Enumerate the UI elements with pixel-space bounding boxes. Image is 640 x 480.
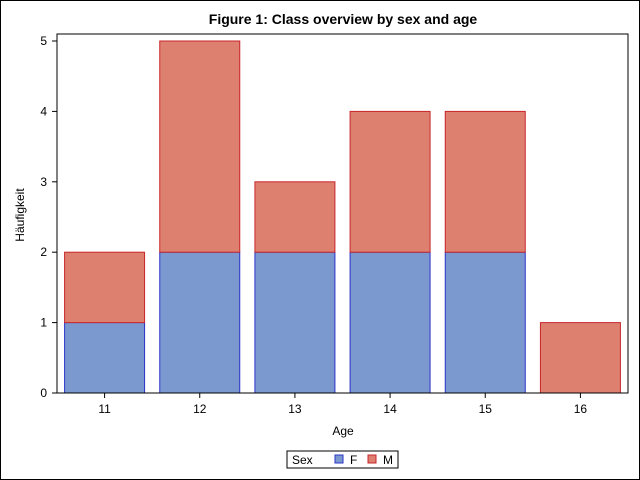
y-axis-label: Häufigkeit xyxy=(13,188,27,242)
y-tick-label: 5 xyxy=(40,34,47,48)
bar-m-12 xyxy=(159,40,241,253)
bar-m-16 xyxy=(539,322,621,394)
x-tick-label: 16 xyxy=(574,402,588,416)
bar-m-13 xyxy=(254,181,336,253)
bar-f-15 xyxy=(444,251,526,394)
legend: Sex F M xyxy=(286,450,399,469)
x-tick-label: 13 xyxy=(288,402,302,416)
x-tick-label: 12 xyxy=(193,402,207,416)
y-tick-label: 2 xyxy=(40,245,47,259)
legend-swatch-f xyxy=(334,454,344,464)
legend-label-m: M xyxy=(383,453,393,467)
bar-f-14 xyxy=(349,251,431,394)
legend-title: Sex xyxy=(292,453,313,467)
bar-f-11 xyxy=(64,322,146,394)
legend-swatch-m xyxy=(367,454,377,464)
x-tick-label: 11 xyxy=(98,402,111,416)
y-tick-label: 3 xyxy=(40,175,47,189)
x-tick-label: 14 xyxy=(383,402,397,416)
plot-frame xyxy=(56,33,629,394)
x-tick-label: 15 xyxy=(479,402,493,416)
bar-f-13 xyxy=(254,251,336,394)
chart-title: Figure 1: Class overview by sex and age xyxy=(209,11,478,27)
bar-f-12 xyxy=(159,251,241,394)
legend-label-f: F xyxy=(350,453,357,467)
y-tick-label: 0 xyxy=(40,386,47,400)
y-tick-label: 1 xyxy=(40,316,47,330)
x-axis-label: Age xyxy=(332,424,354,438)
bar-m-14 xyxy=(349,110,431,253)
bar-m-15 xyxy=(444,110,526,253)
bar-m-11 xyxy=(64,251,146,324)
y-tick-label: 4 xyxy=(40,104,47,118)
